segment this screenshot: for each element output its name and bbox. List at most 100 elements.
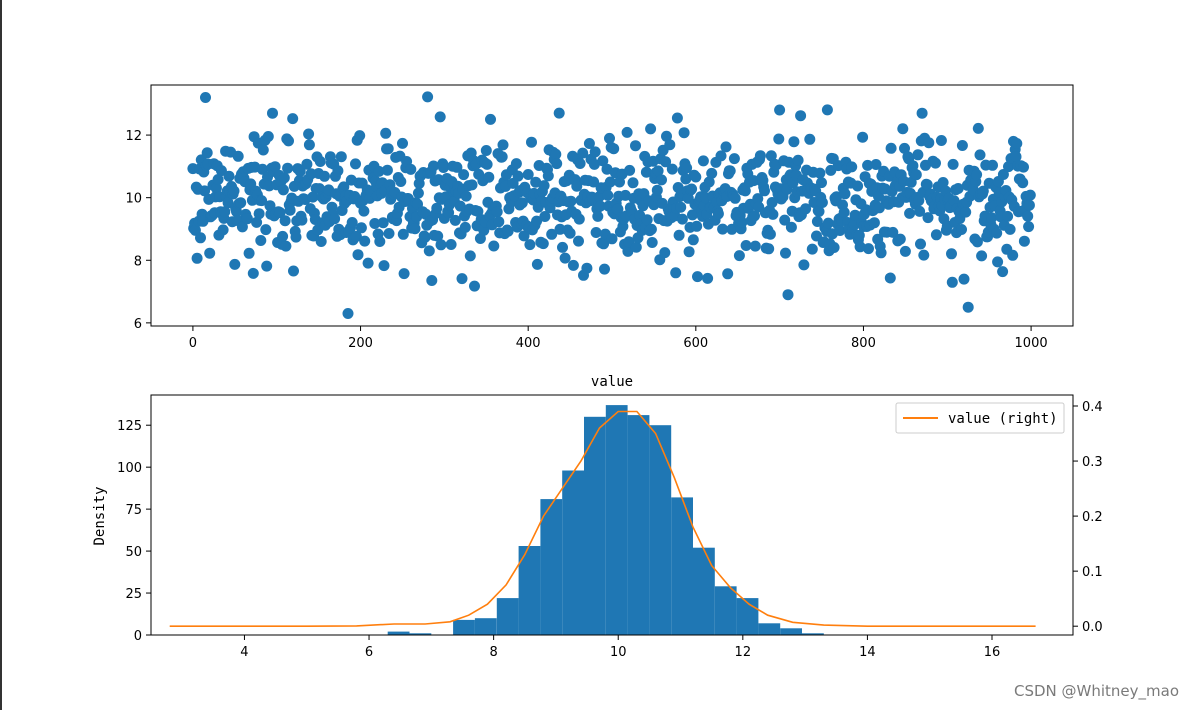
scatter-point — [191, 252, 203, 264]
scatter-point — [438, 162, 449, 173]
scatter-point — [282, 162, 294, 174]
scatter-point — [571, 180, 583, 192]
scatter-point — [280, 240, 292, 252]
scatter-point — [597, 155, 609, 167]
scatter-point — [997, 169, 1009, 180]
scatter-point — [256, 195, 268, 207]
scatter-point — [303, 139, 315, 151]
scatter-point — [863, 243, 874, 255]
scatter-point — [419, 231, 431, 243]
scatter-point — [646, 237, 658, 248]
scatter-point — [483, 171, 495, 183]
scatter-point — [537, 238, 549, 250]
scatter-point — [706, 167, 718, 179]
scatter-point — [215, 165, 227, 177]
scatter-point — [767, 208, 779, 220]
scatter-point — [764, 228, 776, 240]
scatter-point — [481, 158, 493, 170]
scatter-point — [405, 163, 417, 175]
scatter-point — [875, 247, 887, 259]
scatter-point — [512, 170, 524, 182]
scatter-point — [432, 230, 444, 242]
scatter-point — [574, 158, 586, 169]
scatter-point — [800, 203, 812, 215]
scatter-point — [904, 207, 916, 219]
scatter-point — [659, 247, 671, 259]
scatter-point — [947, 158, 959, 170]
scatter-point — [217, 224, 229, 236]
histogram-bar — [540, 499, 563, 635]
scatter-point — [972, 122, 984, 134]
scatter-point — [456, 273, 468, 285]
scatter-point — [199, 185, 211, 197]
scatter-point — [675, 201, 687, 213]
scatter-point — [619, 189, 631, 201]
histogram-bar — [387, 631, 410, 635]
scatter-point — [930, 229, 942, 241]
scatter-point — [645, 123, 657, 135]
scatter-point — [664, 139, 676, 151]
scatter-point — [660, 156, 672, 168]
scatter-point — [557, 241, 568, 253]
scatter-point — [409, 223, 421, 235]
scatter-point — [201, 147, 213, 159]
scatter-point — [373, 165, 385, 177]
scatter-point — [466, 179, 478, 191]
scatter-point — [478, 224, 490, 236]
x-tick-label: 16 — [984, 645, 1001, 660]
scatter-point — [602, 189, 614, 201]
scatter-point — [449, 214, 461, 226]
scatter-point — [546, 228, 558, 240]
scatter-point — [703, 176, 715, 188]
histogram-bar — [518, 546, 541, 635]
scatter-point — [952, 183, 964, 194]
scatter-point — [565, 195, 577, 207]
x-tick-label: 1000 — [1015, 336, 1048, 351]
scatter-point — [621, 126, 633, 138]
y-tick-label: 125 — [117, 419, 142, 434]
scatter-frame — [150, 84, 1074, 327]
scatter-point — [712, 208, 724, 220]
scatter-point — [228, 185, 240, 197]
scatter-point — [897, 123, 909, 135]
x-tick-label: 600 — [683, 336, 708, 351]
scatter-point — [590, 227, 602, 238]
watermark: CSDN @Whitney_mao — [1013, 682, 1179, 700]
scatter-point — [956, 140, 968, 151]
y-tick-label: 100 — [117, 461, 142, 476]
scatter-point — [816, 177, 827, 189]
histogram-bar — [496, 598, 519, 635]
scatter-point — [977, 185, 989, 197]
scatter-point — [652, 165, 664, 177]
scatter-point — [601, 163, 613, 175]
histogram-y-label: Density — [92, 486, 108, 545]
scatter-point — [913, 195, 925, 207]
legend-label: value (right) — [948, 411, 1058, 427]
scatter-point — [814, 167, 826, 179]
scatter-point — [717, 223, 729, 235]
scatter-point — [262, 131, 274, 142]
scatter-point — [542, 170, 554, 182]
scatter-point — [451, 161, 463, 173]
scatter-point — [502, 225, 514, 237]
histogram-bar — [714, 586, 737, 635]
y-tick-label: 10 — [125, 192, 142, 207]
scatter-point — [395, 176, 407, 187]
scatter-point — [733, 250, 745, 262]
scatter-point — [551, 158, 563, 170]
scatter-point — [641, 214, 653, 226]
histogram-bar — [758, 623, 781, 635]
scatter-point — [374, 236, 386, 247]
scatter-point — [435, 239, 447, 251]
scatter-point — [702, 272, 714, 284]
scatter-point — [828, 242, 840, 253]
scatter-point — [235, 197, 247, 209]
scatter-point — [269, 161, 281, 173]
scatter-point — [991, 227, 1003, 239]
scatter-point — [522, 169, 534, 180]
legend-box — [895, 402, 1065, 434]
scatter-point — [539, 211, 551, 222]
x-tick-label: 12 — [735, 645, 752, 660]
scatter-point — [577, 147, 589, 159]
scatter-point — [946, 276, 958, 288]
